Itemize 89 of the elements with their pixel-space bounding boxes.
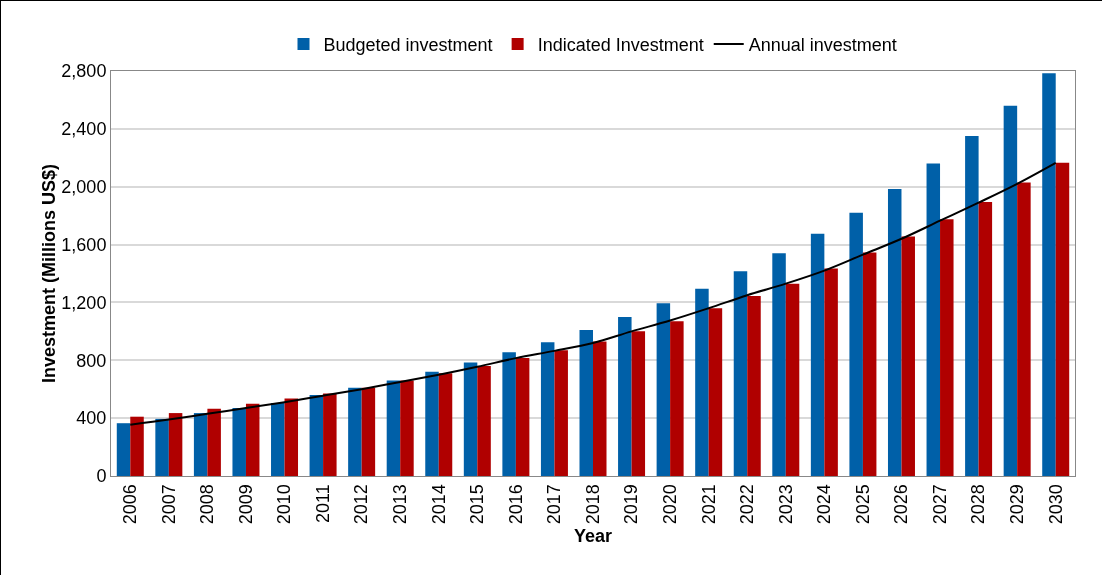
bar — [887, 188, 902, 476]
bar — [785, 283, 800, 476]
bar — [618, 316, 632, 476]
bar — [232, 408, 246, 476]
bar — [502, 352, 516, 476]
x-tick-label: 2018 — [582, 484, 603, 525]
bar — [540, 342, 555, 476]
bar — [207, 408, 221, 476]
x-tick-label: 2007 — [158, 484, 179, 525]
x-tick-label: 2008 — [197, 484, 218, 525]
bar — [1003, 105, 1018, 476]
x-tick-label: 2023 — [775, 484, 796, 525]
x-tick-label: 2028 — [968, 484, 989, 525]
bar — [978, 201, 993, 476]
x-tick-label: 2020 — [659, 484, 680, 525]
x-axis-title: Year — [573, 526, 613, 547]
bar — [155, 418, 169, 476]
bar — [1042, 73, 1056, 476]
bar — [1055, 162, 1070, 476]
bar — [1017, 182, 1031, 476]
bar — [284, 398, 299, 476]
line-series — [129, 161, 1057, 426]
x-tick-label: 2026 — [891, 484, 912, 525]
x-tick-label: 2027 — [929, 484, 950, 525]
bar — [926, 163, 941, 476]
y-tick-label: 1,200 — [61, 292, 107, 313]
bar — [965, 136, 979, 476]
bar — [245, 403, 260, 476]
bar — [400, 380, 414, 476]
x-tick-label: 2021 — [698, 484, 719, 525]
bar — [810, 233, 825, 476]
y-tick-label: 0 — [96, 466, 107, 487]
bar — [438, 373, 453, 476]
bar — [463, 362, 478, 476]
x-tick-label: 2006 — [120, 484, 141, 525]
bar — [708, 308, 723, 476]
bar — [168, 413, 183, 476]
bar — [193, 413, 208, 476]
bar — [309, 395, 324, 476]
x-tick-label: 2017 — [544, 484, 565, 525]
legend-label: Annual investment — [748, 35, 897, 56]
x-tick-label: 2024 — [814, 484, 835, 525]
y-tick-label: 1,600 — [61, 234, 107, 255]
bar — [386, 380, 401, 476]
bar — [772, 253, 786, 476]
bar — [116, 423, 131, 476]
x-tick-label: 2011 — [312, 484, 333, 523]
bar — [271, 402, 285, 476]
y-tick-label: 400 — [76, 408, 107, 429]
y-tick-label: 2,400 — [61, 119, 107, 140]
bar — [695, 288, 709, 476]
x-tick-label: 2010 — [274, 484, 295, 525]
bar — [733, 271, 748, 476]
x-tick-label: 2014 — [428, 484, 449, 525]
bar — [593, 341, 607, 476]
x-tick-label: 2019 — [621, 484, 642, 525]
x-tick-label: 2013 — [390, 484, 411, 525]
bar — [515, 358, 530, 476]
bar — [579, 329, 593, 476]
y-tick-label: 2,800 — [61, 61, 107, 82]
bar — [862, 252, 877, 476]
x-tick-label: 2022 — [737, 484, 758, 525]
x-tick-label: 2029 — [1007, 484, 1028, 525]
y-tick-label: 800 — [76, 350, 107, 371]
bar — [940, 219, 954, 476]
bar — [901, 236, 915, 476]
bar — [425, 371, 439, 476]
x-tick-label: 2016 — [505, 484, 526, 525]
bar — [323, 393, 337, 476]
bar — [656, 303, 671, 476]
legend-label: Budgeted investment — [323, 35, 493, 56]
legend-label: Indicated Investment — [537, 35, 704, 56]
bar — [670, 321, 684, 476]
bar — [348, 387, 362, 476]
x-tick-label: 2025 — [852, 484, 873, 525]
x-tick-label: 2009 — [235, 484, 256, 525]
bar — [849, 212, 863, 476]
x-tick-label: 2030 — [1045, 484, 1066, 525]
bar — [361, 387, 376, 476]
bar — [747, 295, 761, 476]
bar — [477, 366, 491, 476]
y-tick-label: 2,000 — [61, 177, 107, 198]
y-axis-title: Investment (Millions US$) — [39, 163, 60, 384]
bar — [631, 331, 646, 476]
x-tick-label: 2012 — [351, 484, 372, 525]
bar — [554, 350, 568, 476]
bar — [824, 268, 838, 476]
bar — [130, 416, 144, 476]
x-tick-label: 2015 — [467, 484, 488, 525]
